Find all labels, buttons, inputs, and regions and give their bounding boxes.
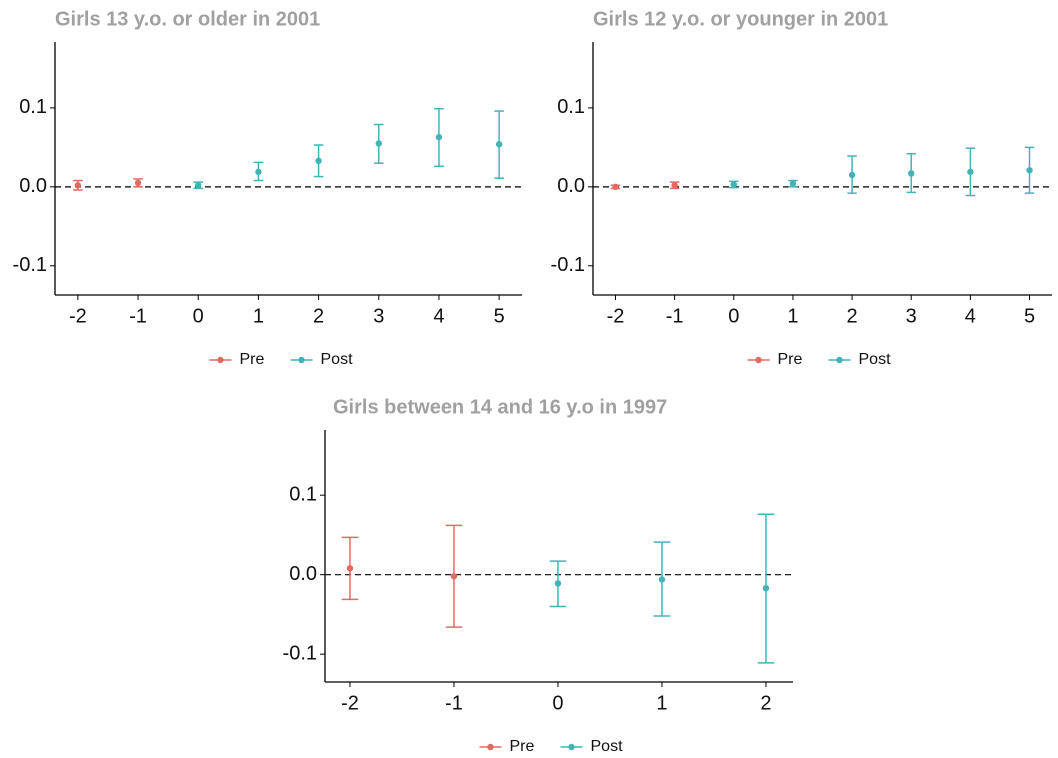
chart-title: Girls 12 y.o. or younger in 2001 [593,8,888,30]
point [435,133,443,141]
point [967,168,974,176]
point [195,182,202,189]
x-tick-label: 5 [1024,305,1035,327]
legend-marker [487,743,494,751]
y-tick-label: 0.0 [289,563,317,585]
x-tick-label: -2 [69,305,87,327]
legend-label: Pre [240,351,265,368]
y-tick-label: -0.1 [13,254,47,276]
chart-panel: Girls 12 y.o. or younger in 2001 -0.1 0.0 0… [551,8,1052,368]
y-tick-label: 0.1 [19,96,47,118]
x-tick-label: -1 [666,305,684,327]
legend-label: Pre [510,738,535,755]
point [255,168,262,176]
point [789,180,797,187]
x-tick-label: 1 [787,305,798,327]
point [74,182,82,189]
y-tick-label: 0.0 [557,175,585,197]
x-tick-label: 0 [193,305,204,327]
legend-label: Post [591,738,624,755]
legend-marker [568,743,575,751]
legend-item: Pre [747,351,803,368]
point [671,182,678,189]
chart-panel: Girls between 14 and 16 y.o in 1997 -0.1 0… [283,396,793,755]
y-tick-label: -0.1 [551,254,585,276]
point [554,580,562,587]
x-tick-label: -1 [445,692,463,714]
x-tick-label: 5 [494,305,505,327]
legend-item: Pre [479,738,535,755]
x-tick-label: 2 [760,692,771,714]
x-tick-label: -1 [129,305,147,327]
chart-title: Girls between 14 and 16 y.o in 1997 [333,396,667,418]
chart-title: Girls 13 y.o. or older in 2001 [55,8,320,30]
y-tick-label: -0.1 [283,642,317,664]
legend-marker [217,356,224,364]
point [346,565,354,572]
legend-label: Post [859,351,892,368]
x-tick-label: 1 [253,305,264,327]
x-tick-label: 2 [847,305,858,327]
point [1026,167,1033,174]
y-tick-label: 0.1 [557,96,585,118]
point [495,141,503,148]
legend-label: Pre [778,351,803,368]
point [730,181,737,188]
y-tick-label: 0.1 [289,483,317,505]
legend-marker [836,356,843,364]
legend-item: Pre [209,351,265,368]
x-tick-label: 3 [373,305,384,327]
point [848,171,856,179]
x-tick-label: 4 [965,305,976,327]
x-tick-label: 3 [906,305,917,327]
chart-panel: Girls 13 y.o. or older in 2001 -0.1 0.0 0.1… [13,8,522,368]
x-tick-label: -2 [341,692,359,714]
x-tick-label: 4 [433,305,444,327]
point [612,183,619,191]
x-tick-label: 0 [552,692,563,714]
legend-marker [298,356,305,364]
point [375,140,382,147]
y-tick-label: 0.0 [19,175,47,197]
point [315,157,322,165]
legend-label: Post [321,351,354,368]
point [658,576,666,583]
point [762,584,770,592]
x-tick-label: 2 [313,305,324,327]
legend-item: Post [828,351,892,368]
x-tick-label: 0 [728,305,739,327]
legend-item: Post [560,738,624,755]
x-tick-label: 1 [656,692,667,714]
point [908,170,915,177]
legend-item: Post [290,351,354,368]
point [450,573,458,580]
x-tick-label: -2 [607,305,625,327]
point [134,179,142,187]
legend-marker [755,356,762,364]
